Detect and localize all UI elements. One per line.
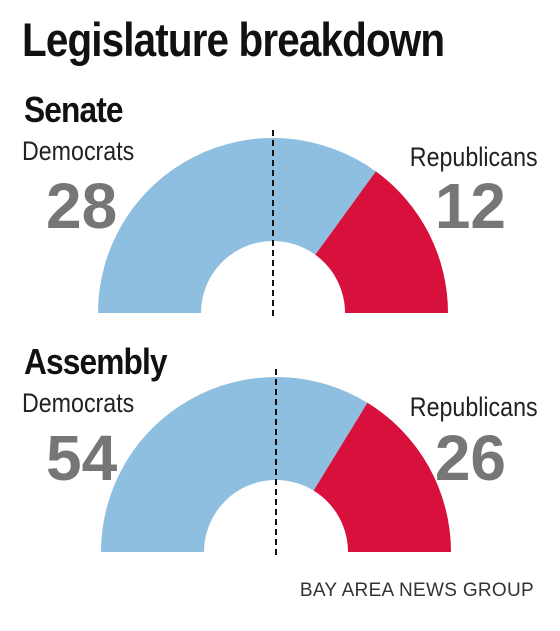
republicans-segment (313, 402, 451, 552)
senate-democrats-label: Democrats (22, 136, 135, 166)
senate-republicans-label: Republicans (410, 142, 538, 172)
senate-chart: Senate Democrats 28 Republicans 12 (0, 88, 560, 328)
republicans-segment (315, 171, 448, 313)
senate-title: Senate (24, 89, 123, 130)
assembly-title: Assembly (24, 341, 168, 382)
chart-title: Legislature breakdown (22, 13, 445, 66)
senate-half-donut (98, 130, 448, 317)
assembly-democrats-label: Democrats (22, 388, 135, 418)
senate-democrats-count: 28 (46, 170, 118, 242)
assembly-republicans-count: 26 (434, 422, 506, 494)
assembly-chart: Assembly Democrats 54 Republicans 26 (0, 338, 560, 563)
senate-republicans-count: 12 (434, 170, 506, 242)
assembly-democrats-count: 54 (46, 422, 118, 494)
assembly-half-donut (101, 369, 451, 556)
democrats-segment (101, 377, 368, 552)
assembly-republicans-label: Republicans (410, 392, 538, 422)
source-credit: BAY AREA NEWS GROUP (299, 580, 534, 601)
democrats-segment (98, 138, 376, 313)
